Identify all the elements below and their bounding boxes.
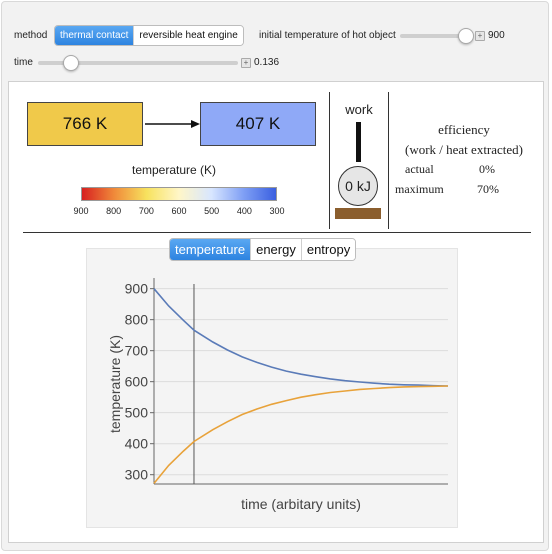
temperature-scale-ticks: 900 800 700 600 500 400 300 — [71, 206, 287, 218]
scale-tick-label: 900 — [73, 206, 89, 216]
time-slider-thumb[interactable] — [63, 55, 79, 71]
section-divider — [23, 232, 531, 233]
y-tick-label: 300 — [125, 467, 149, 483]
cold-temperature: 407 K — [235, 114, 281, 133]
cold-object-box: 407 K — [200, 102, 316, 146]
scale-tick-label: 600 — [171, 206, 187, 216]
efficiency-title: efficiency — [438, 122, 490, 137]
y-tick-label: 700 — [125, 343, 149, 359]
work-weight: 0 kJ — [338, 166, 378, 206]
time-expand-icon[interactable]: + — [241, 58, 251, 68]
hot-temperature: 766 K — [62, 114, 108, 133]
initial-temp-slider-thumb[interactable] — [458, 28, 474, 44]
initial-temp-slider[interactable] — [400, 34, 472, 38]
temperature-chart: 300 400 500 600 700 800 900 time (arbitary unit… — [107, 278, 449, 512]
work-platform — [335, 208, 381, 219]
work-rope — [356, 122, 361, 162]
temperature-colorbar — [81, 187, 277, 201]
work-divider-right — [388, 92, 389, 229]
y-tick-label: 500 — [125, 405, 149, 421]
scale-tick-label: 400 — [236, 206, 252, 216]
y-tick-label: 400 — [125, 436, 149, 452]
efficiency-actual-label: actual — [405, 162, 434, 176]
work-value: 0 kJ — [345, 178, 371, 194]
plot-type-selector[interactable]: temperature energy entropy — [169, 238, 357, 261]
scale-tick-label: 800 — [106, 206, 122, 216]
scale-tick-label: 700 — [138, 206, 154, 216]
temperature-scale-label: temperature (K) — [131, 163, 217, 177]
x-axis-label: time (arbitary units) — [241, 496, 361, 512]
method-selector[interactable]: thermal contact reversible heat engine — [54, 25, 244, 46]
plot-tab-energy[interactable]: energy — [250, 239, 301, 260]
plot-tab-temperature[interactable]: temperature — [170, 239, 251, 260]
content-panel: 766 K 407 K temperature (K) 900 800 700 600… — [8, 81, 544, 543]
efficiency-maximum-label: maximum — [395, 182, 444, 196]
work-label: work — [345, 102, 373, 117]
method-label: method — [14, 30, 48, 41]
plot-tab-entropy[interactable]: entropy — [300, 239, 356, 260]
y-axis-label: temperature (K) — [107, 335, 123, 433]
y-tick-label: 600 — [125, 374, 149, 390]
scale-tick-label: 500 — [204, 206, 220, 216]
scale-tick-label: 300 — [269, 206, 285, 216]
y-tick-label: 800 — [125, 312, 149, 328]
cold-temperature-line — [153, 385, 449, 484]
initial-temp-expand-icon[interactable]: + — [475, 31, 485, 41]
efficiency-maximum-value: 70% — [477, 182, 499, 196]
time-value: 0.136 — [254, 57, 280, 68]
y-tick-label: 900 — [125, 281, 149, 297]
efficiency-actual-value: 0% — [479, 162, 495, 176]
time-label: time — [14, 57, 33, 68]
work-divider-left — [329, 92, 330, 229]
efficiency-subtitle: (work / heat extracted) — [404, 142, 524, 157]
hot-temperature-line — [153, 288, 449, 387]
heat-flow-arrow-icon — [145, 120, 200, 128]
initial-temp-value: 900 — [488, 30, 505, 41]
method-option-reversible-heat-engine[interactable]: reversible heat engine — [133, 26, 243, 45]
time-slider[interactable] — [38, 61, 238, 65]
initial-temp-label: initial temperature of hot object — [259, 30, 396, 41]
hot-object-box: 766 K — [27, 102, 143, 146]
method-option-thermal-contact[interactable]: thermal contact — [55, 26, 134, 45]
